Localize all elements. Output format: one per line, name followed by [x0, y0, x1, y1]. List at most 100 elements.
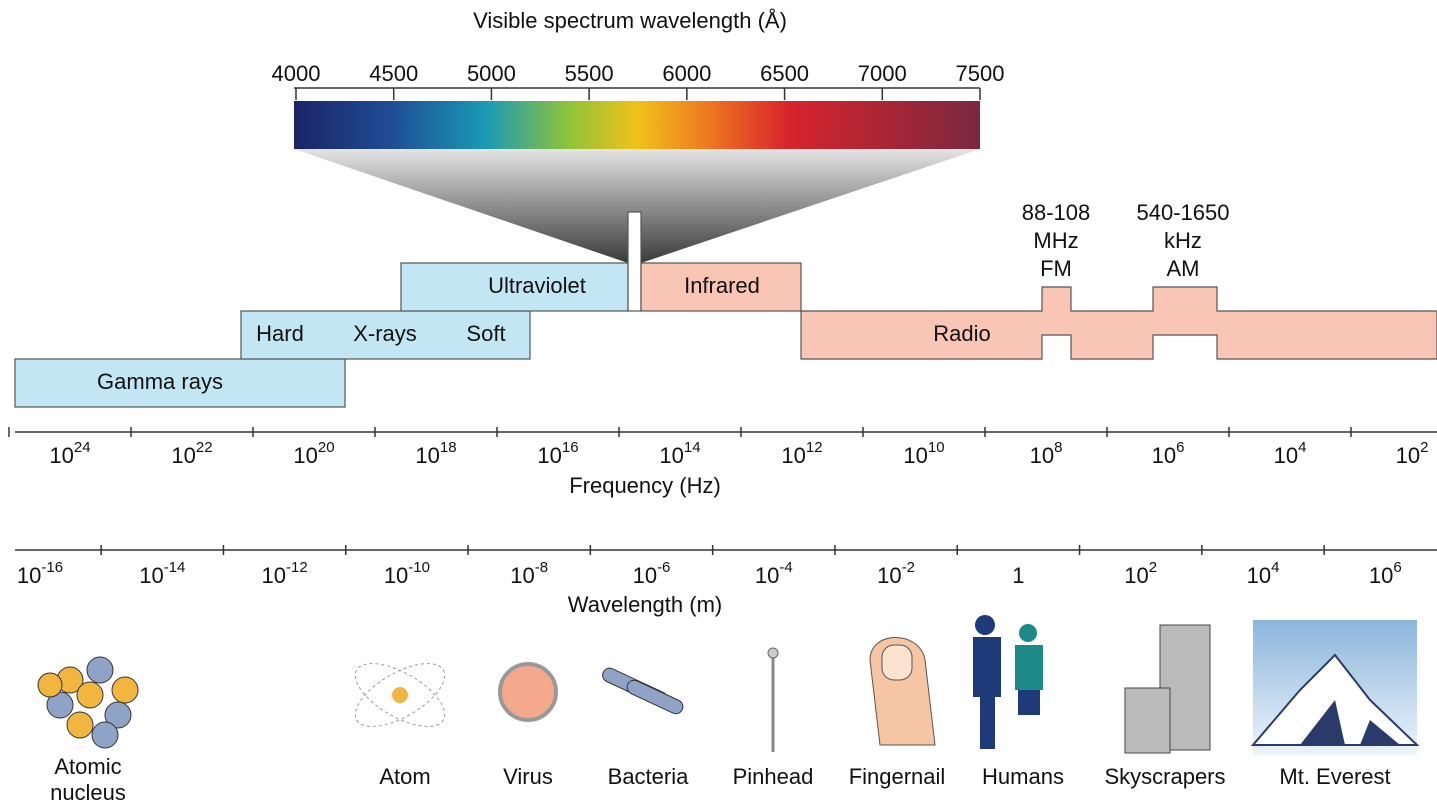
- object-label: Atom: [379, 764, 430, 789]
- object-label: nucleus: [50, 780, 126, 805]
- tick-label: 1018: [415, 439, 456, 468]
- am-label: 540-1650: [1137, 200, 1230, 225]
- band-label: X-rays: [353, 321, 417, 346]
- icons: [38, 615, 1417, 755]
- tick-base: 10: [903, 443, 927, 468]
- tick-label: 10-16: [17, 559, 63, 588]
- tick-base: 10: [1152, 443, 1176, 468]
- am-label: AM: [1167, 256, 1200, 281]
- tick-exp: -16: [41, 559, 63, 576]
- object-label: Atomic: [54, 754, 121, 779]
- tick-exp: 14: [684, 439, 701, 456]
- tick-base: 10: [510, 563, 534, 588]
- tick-exp: -14: [164, 559, 186, 576]
- band-label: Hard: [256, 321, 304, 346]
- tick-base: 10: [1124, 563, 1148, 588]
- visible-tick-label: 5500: [565, 61, 614, 86]
- spectrum-diagram: Visible spectrum wavelength (Å) Gamma ra…: [0, 0, 1437, 806]
- tick-exp: -4: [779, 559, 792, 576]
- tick-label: 106: [1152, 439, 1185, 468]
- tick-exp: -2: [902, 559, 915, 576]
- tick-exp: 6: [1393, 559, 1401, 576]
- tick-exp: 2: [1149, 559, 1157, 576]
- fm-label: MHz: [1033, 228, 1078, 253]
- axis-title: Wavelength (m): [568, 592, 722, 617]
- tick-label: 1020: [293, 439, 334, 468]
- visible-tick-label: 7000: [858, 61, 907, 86]
- tick-base: 10: [659, 443, 683, 468]
- tick-label: 1010: [903, 439, 944, 468]
- tick-base: 10: [1369, 563, 1393, 588]
- tick-base: 10: [293, 443, 317, 468]
- object-label: Skyscrapers: [1104, 764, 1225, 789]
- tick-label: 106: [1369, 559, 1402, 588]
- tick-exp: -6: [657, 559, 670, 576]
- object-label: Humans: [982, 764, 1064, 789]
- tick-label: 10-4: [755, 559, 793, 588]
- object-label: Fingernail: [849, 764, 946, 789]
- tick-exp: 20: [318, 439, 335, 456]
- tick-label: 104: [1274, 439, 1307, 468]
- band-label: Ultraviolet: [488, 273, 586, 298]
- tick-label: 1: [1012, 563, 1024, 588]
- object-label: Pinhead: [733, 764, 814, 789]
- visible-title: Visible spectrum wavelength (Å): [473, 8, 787, 33]
- tick-exp: -12: [286, 559, 308, 576]
- tick-base: 10: [1247, 563, 1271, 588]
- radio-band: [801, 287, 1437, 359]
- visible-tick-label: 4500: [369, 61, 418, 86]
- axis-title: Frequency (Hz): [569, 473, 721, 498]
- band-label: Radio: [933, 321, 990, 346]
- tick-exp: 24: [74, 439, 91, 456]
- tick-exp: 16: [562, 439, 579, 456]
- band-label: Soft: [466, 321, 505, 346]
- band-label: Infrared: [684, 273, 760, 298]
- tick-exp: 6: [1176, 439, 1184, 456]
- tick-base: 10: [17, 563, 41, 588]
- fm-label: 88-108: [1022, 200, 1091, 225]
- tick-exp: 8: [1054, 439, 1062, 456]
- tick-label: 10-6: [633, 559, 671, 588]
- tick-label: 1012: [781, 439, 822, 468]
- tick-base: 1: [1012, 563, 1024, 588]
- tick-label: 10-10: [384, 559, 430, 588]
- tick-label: 102: [1124, 559, 1157, 588]
- visible-tick-label: 5000: [467, 61, 516, 86]
- tick-base: 10: [139, 563, 163, 588]
- tick-exp: 12: [806, 439, 823, 456]
- tick-label: 108: [1030, 439, 1063, 468]
- tick-base: 10: [1030, 443, 1054, 468]
- visible-tick-label: 7500: [956, 61, 1005, 86]
- visible-tick-label: 4000: [272, 61, 321, 86]
- tick-label: 10-2: [877, 559, 915, 588]
- tick-base: 10: [1396, 443, 1420, 468]
- am-label: kHz: [1164, 228, 1202, 253]
- tick-base: 10: [633, 563, 657, 588]
- tick-label: 1022: [171, 439, 212, 468]
- tick-base: 10: [384, 563, 408, 588]
- visible-tick-label: 6500: [760, 61, 809, 86]
- tick-label: 104: [1247, 559, 1280, 588]
- object-label: Bacteria: [608, 764, 689, 789]
- visible-tick-label: 6000: [662, 61, 711, 86]
- tick-exp: 4: [1298, 439, 1306, 456]
- tick-exp: -10: [408, 559, 430, 576]
- tick-base: 10: [1274, 443, 1298, 468]
- tick-label: 10-14: [139, 559, 185, 588]
- tick-label: 1016: [537, 439, 578, 468]
- tick-label: 1014: [659, 439, 700, 468]
- tick-base: 10: [781, 443, 805, 468]
- visible-bar: [294, 101, 980, 149]
- tick-exp: 10: [928, 439, 945, 456]
- tick-label: 10-12: [262, 559, 308, 588]
- tick-base: 10: [262, 563, 286, 588]
- tick-base: 10: [755, 563, 779, 588]
- object-label: Mt. Everest: [1279, 764, 1390, 789]
- tick-exp: 4: [1271, 559, 1279, 576]
- tick-base: 10: [537, 443, 561, 468]
- band-label: Gamma rays: [97, 369, 223, 394]
- tick-base: 10: [877, 563, 901, 588]
- tick-label: 10-8: [510, 559, 548, 588]
- tick-exp: 18: [440, 439, 457, 456]
- tick-exp: -8: [535, 559, 548, 576]
